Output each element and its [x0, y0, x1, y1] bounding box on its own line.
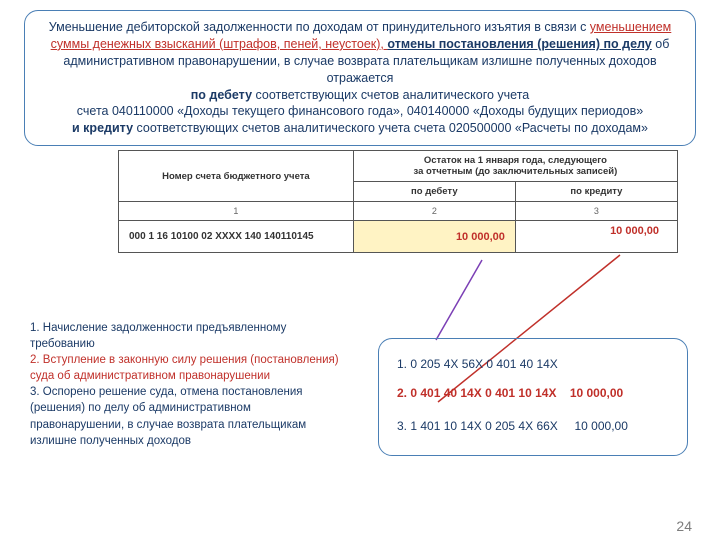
- step-1: 1. Начисление задолженности предъявленно…: [30, 320, 340, 352]
- top-line3-rest: соответствующих счетов аналитического уч…: [256, 88, 530, 102]
- top-line5-bold: и кредиту: [72, 121, 136, 135]
- coln-2: 2: [353, 202, 515, 221]
- top-line1: Уменьшение дебиторской задолженности по …: [49, 20, 590, 34]
- cell-debit: 10 000,00: [353, 221, 515, 253]
- balance-table-wrapper: Номер счета бюджетного учета Остаток на …: [118, 150, 678, 253]
- top-line3-bold: по дебету: [191, 88, 256, 102]
- steps-box: 1. Начисление задолженности предъявленно…: [30, 320, 340, 449]
- coln-3: 3: [515, 202, 677, 221]
- balance-table: Номер счета бюджетного учета Остаток на …: [118, 150, 678, 253]
- top-line5-rest: соответствующих счетов аналитического уч…: [137, 121, 648, 135]
- step-3: 3. Оспорено решение суда, отмена постано…: [30, 384, 340, 448]
- th-debit: по дебету: [353, 182, 515, 202]
- explanation-box: Уменьшение дебиторской задолженности по …: [24, 10, 696, 146]
- top-line4: счета 040110000 «Доходы текущего финансо…: [77, 104, 643, 118]
- coln-1: 1: [119, 202, 354, 221]
- top-line2-bold: отмены постановления (решения) по делу: [387, 37, 651, 51]
- page-number: 24: [676, 518, 692, 534]
- cell-credit: 10 000,00: [515, 221, 677, 253]
- entry-2: 2. 0 401 40 14X 0 401 10 14X 10 000,00: [397, 382, 671, 405]
- th-account: Номер счета бюджетного учета: [119, 151, 354, 202]
- step-2: 2. Вступление в законную силу решения (п…: [30, 352, 340, 384]
- th-balance: Остаток на 1 января года, следующего за …: [353, 151, 677, 182]
- entry-3: 3. 1 401 10 14X 0 205 4X 66X 10 000,00: [397, 415, 671, 438]
- th-credit: по кредиту: [515, 182, 677, 202]
- entry-1: 1. 0 205 4X 56X 0 401 40 14X: [397, 353, 671, 376]
- entries-box: 1. 0 205 4X 56X 0 401 40 14X 2. 0 401 40…: [378, 338, 688, 456]
- cell-account: 000 1 16 10100 02 XXXX 140 140110145: [119, 221, 354, 253]
